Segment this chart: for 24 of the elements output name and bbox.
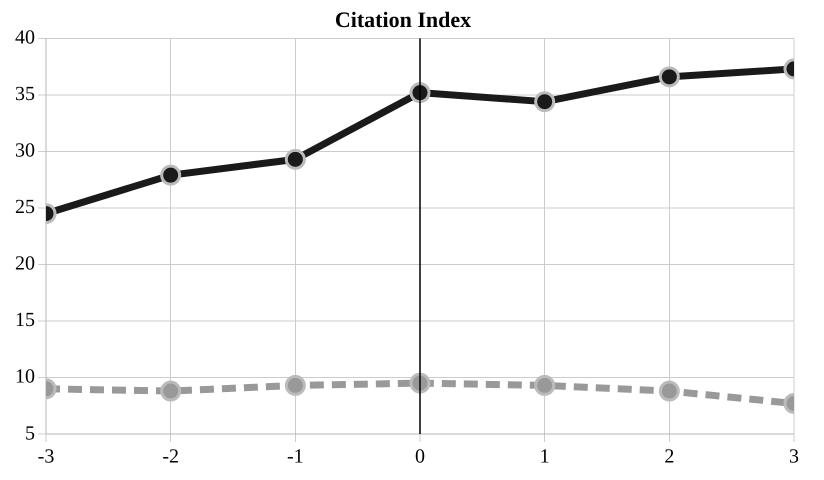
point <box>658 380 680 402</box>
y-tick-label: 35 <box>15 83 35 106</box>
y-tick-label: 10 <box>15 366 35 388</box>
x-tick-label: -1 <box>286 445 304 468</box>
x-tick-label: -3 <box>38 445 54 468</box>
x-tick-label: 2 <box>664 445 674 468</box>
y-tick-label: 5 <box>25 422 35 444</box>
y-tick-label: 25 <box>15 196 35 218</box>
chart-title: Citation Index <box>334 6 472 32</box>
point <box>534 91 556 112</box>
point <box>284 374 306 396</box>
x-tick-label: 0 <box>415 445 425 468</box>
point <box>658 66 680 88</box>
y-tick-label: 20 <box>15 252 35 275</box>
y-tick-label: 40 <box>15 26 35 49</box>
y-tick-label: 15 <box>15 309 35 332</box>
x-tick-label: 3 <box>789 445 799 468</box>
x-tick-label: -2 <box>162 445 180 468</box>
point <box>160 164 182 186</box>
point <box>534 374 556 396</box>
point <box>284 148 306 170</box>
point <box>160 380 182 402</box>
y-tick-label: 30 <box>15 140 35 162</box>
x-tick-label: 1 <box>540 445 550 468</box>
